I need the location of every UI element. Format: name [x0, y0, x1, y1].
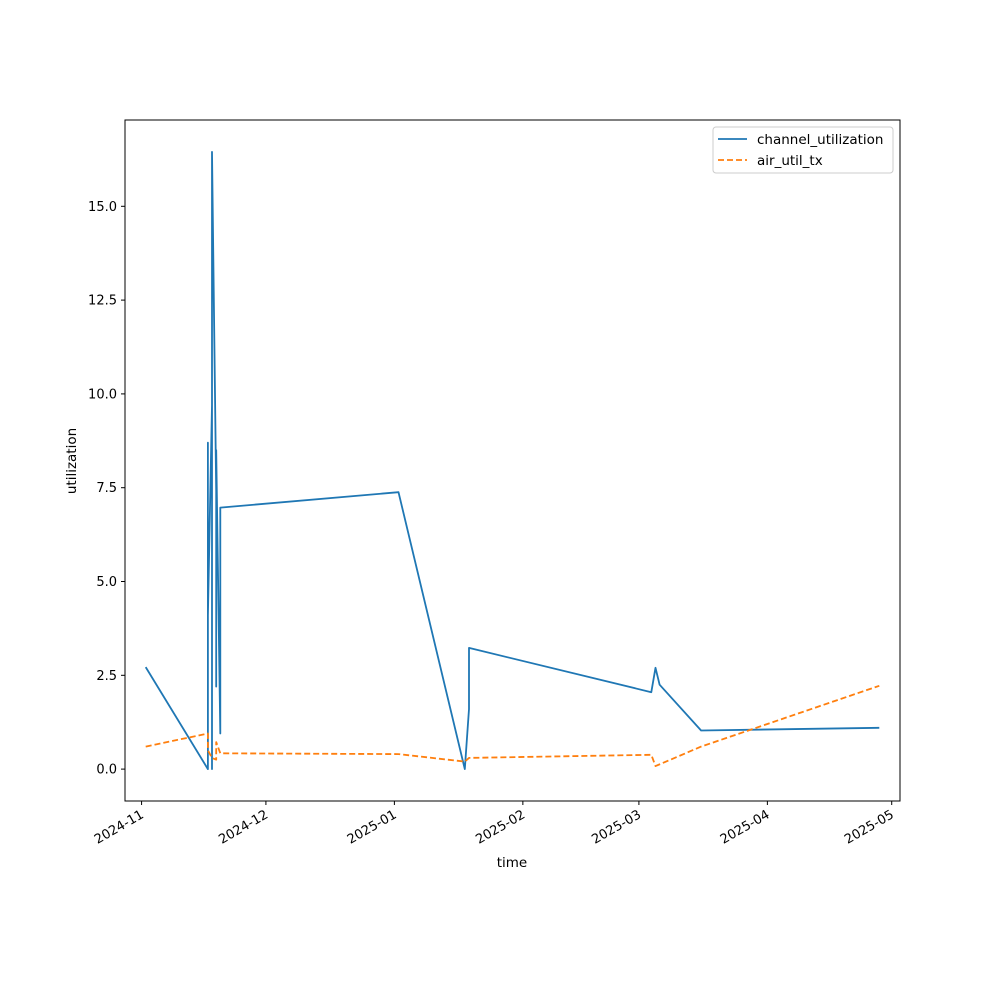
y-tick-label: 0.0 [96, 763, 117, 778]
legend-label: channel_utilization [757, 132, 884, 148]
y-tick-label: 15.0 [88, 200, 117, 215]
y-tick-label: 10.0 [88, 387, 117, 402]
series-line-air-util-tx [145, 684, 880, 767]
y-axis-label: utilization [64, 428, 80, 494]
legend: channel_utilization air_util_tx [712, 126, 894, 174]
plot-frame [124, 119, 901, 802]
x-axis-label: time [497, 855, 528, 871]
y-tick-label: 5.0 [96, 575, 117, 590]
legend-label: air_util_tx [757, 153, 823, 169]
legend-box [712, 126, 894, 174]
y-axis: 0.0 2.5 5.0 7.5 10.0 12.5 15.0 [88, 200, 125, 778]
series-layer [144, 150, 880, 770]
y-tick-label: 12.5 [88, 294, 117, 309]
y-tick-label: 7.5 [96, 481, 117, 496]
series-line-channel-utilization [144, 150, 880, 770]
y-tick-label: 2.5 [96, 669, 117, 684]
